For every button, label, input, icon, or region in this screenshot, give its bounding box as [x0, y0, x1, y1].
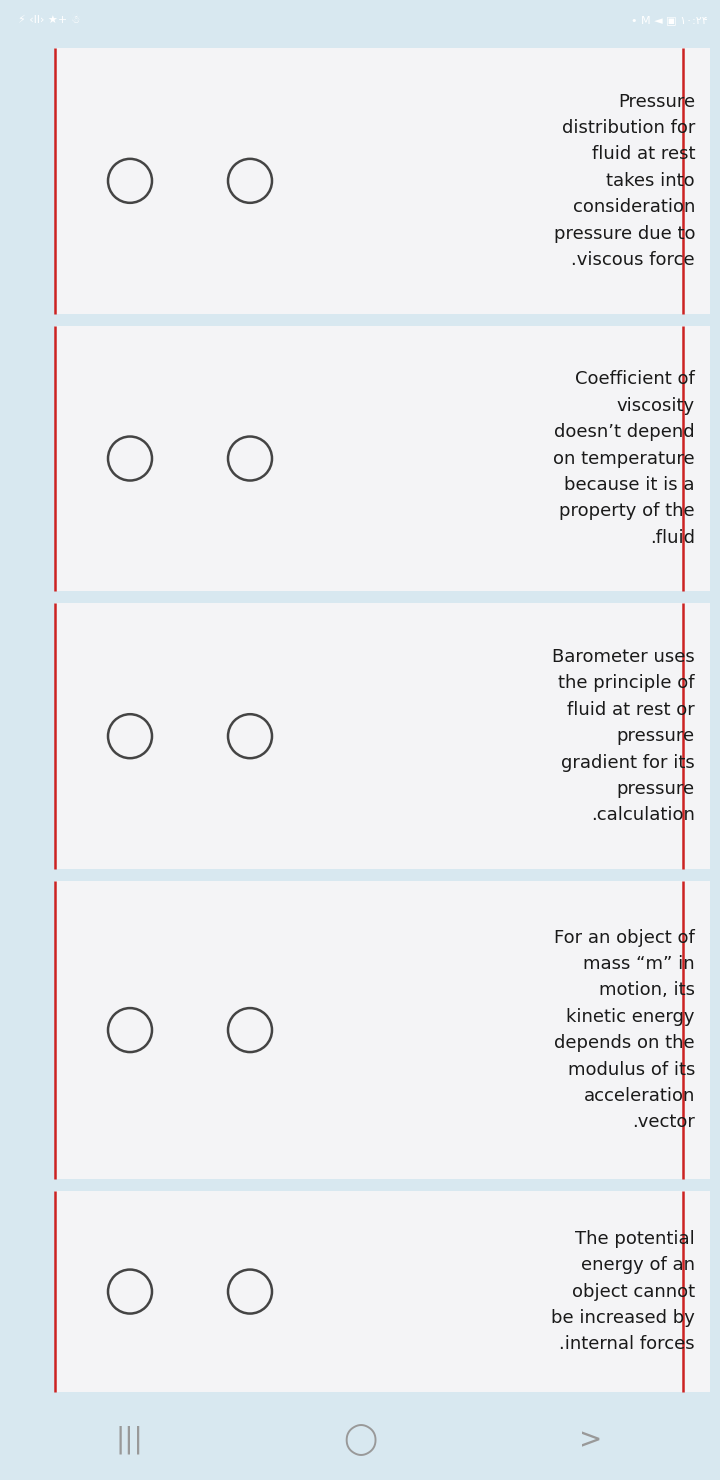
Bar: [55, 881, 710, 1180]
Text: |||: |||: [116, 1425, 143, 1455]
Text: Barometer uses
the principle of
fluid at rest or
pressure
gradient for its
press: Barometer uses the principle of fluid at…: [552, 648, 695, 824]
Text: ◯: ◯: [343, 1424, 377, 1456]
Text: For an object of
mass “m” in
motion, its
kinetic energy
depends on the
modulus o: For an object of mass “m” in motion, its…: [554, 928, 695, 1132]
Bar: [55, 604, 710, 869]
Text: Pressure
distribution for
fluid at rest
takes into
consideration
pressure due to: Pressure distribution for fluid at rest …: [554, 93, 695, 269]
Text: Coefficient of
viscosity
doesn’t depend
on temperature
because it is a
property : Coefficient of viscosity doesn’t depend …: [554, 370, 695, 546]
Text: • M ◄ ▣ ۱۰:۲۴: • M ◄ ▣ ۱۰:۲۴: [631, 15, 708, 25]
Bar: [55, 326, 710, 592]
Text: The potential
energy of an
object cannot
be increased by
.internal forces: The potential energy of an object cannot…: [551, 1230, 695, 1353]
Text: ⚡ ‹ll› ★+ ☃: ⚡ ‹ll› ★+ ☃: [18, 15, 81, 25]
Bar: [55, 47, 710, 314]
Text: >: >: [579, 1427, 602, 1453]
Bar: [55, 1191, 710, 1393]
